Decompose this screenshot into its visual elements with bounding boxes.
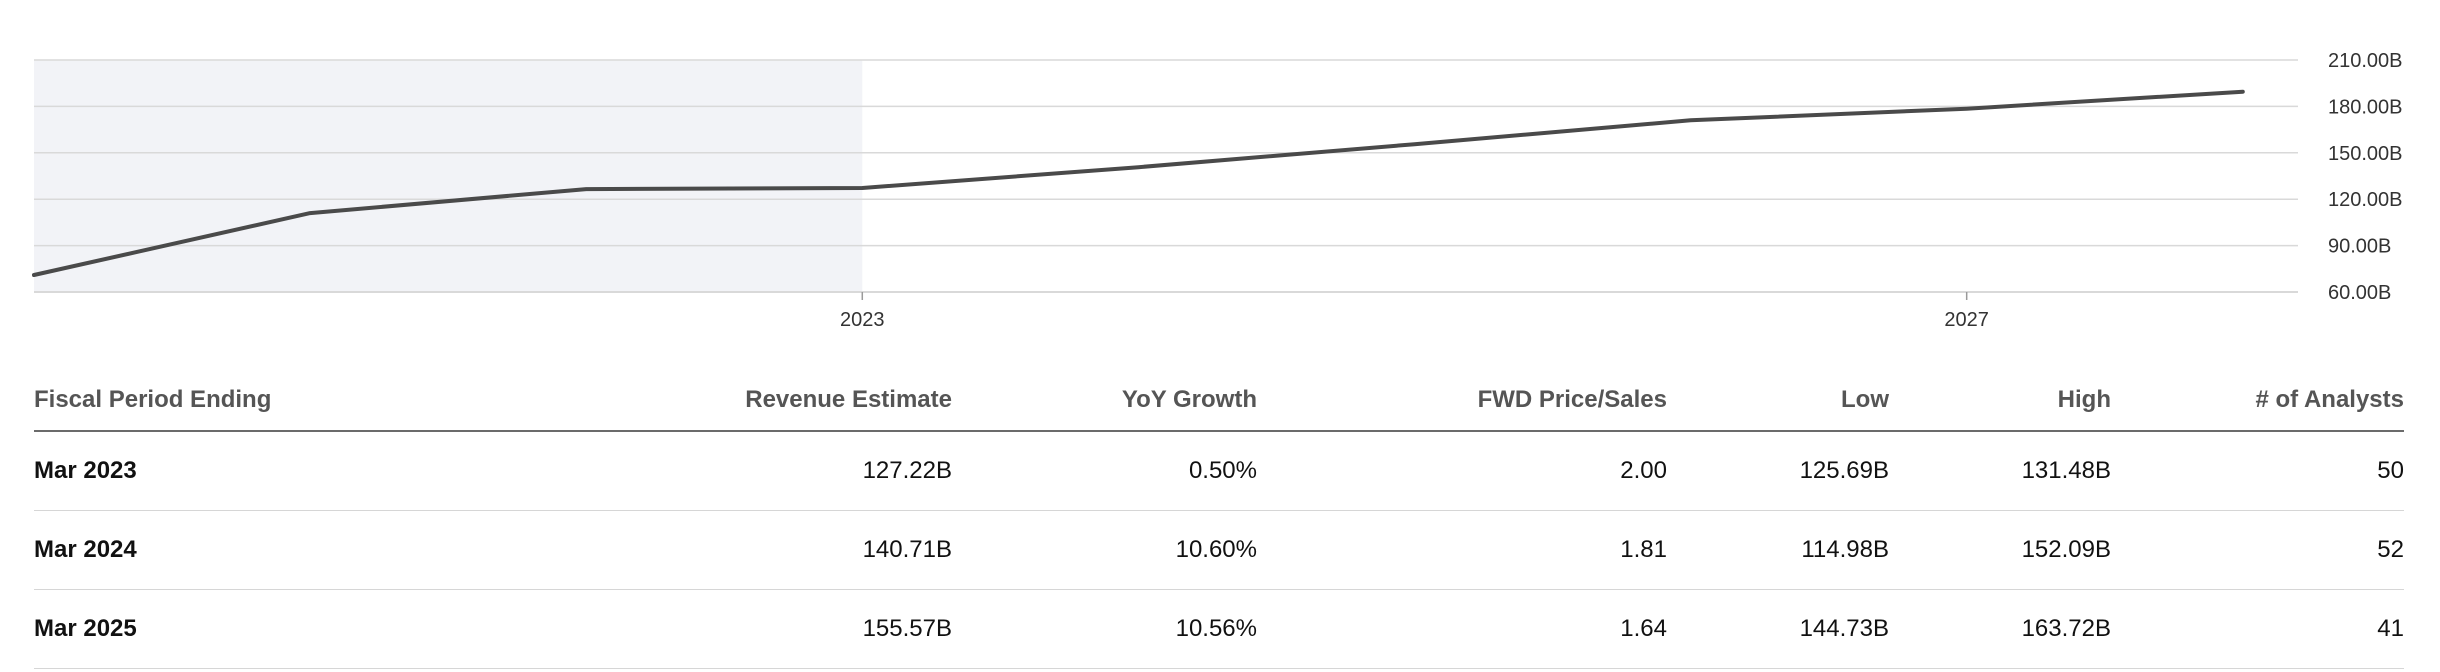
cell-analysts: 50 (2111, 431, 2404, 511)
grid-lines (34, 59, 2298, 293)
cell-yoy: 0.50% (952, 431, 1257, 511)
y-axis-ticks: 60.00B 90.00B 120.00B 150.00B 180.00B 210.00B (2328, 50, 2403, 304)
cell-high: 152.09B (1889, 510, 2111, 590)
header-num-analysts[interactable]: # of Analysts (2111, 370, 2404, 432)
cell-low: 114.98B (1667, 510, 1889, 590)
table-row: Mar 2025 155.57B 10.56% 1.64 144.73B 163… (34, 589, 2404, 669)
header-fiscal-period[interactable]: Fiscal Period Ending (34, 370, 454, 432)
header-yoy-growth[interactable]: YoY Growth (952, 370, 1257, 432)
cell-low: 125.69B (1667, 431, 1889, 511)
x-axis-ticks: 2023 2027 (840, 292, 1989, 331)
table-header-row: Fiscal Period Ending Revenue Estimate Yo… (34, 370, 2404, 432)
y-tick-label: 90.00B (2328, 236, 2391, 258)
y-tick-label: 180.00B (2328, 96, 2403, 118)
cell-analysts: 41 (2111, 589, 2404, 669)
table-row: Mar 2023 127.22B 0.50% 2.00 125.69B 131.… (34, 431, 2404, 511)
cell-analysts: 52 (2111, 510, 2404, 590)
header-fwd-price-sales[interactable]: FWD Price/Sales (1257, 370, 1667, 432)
historical-period-shade (34, 60, 863, 292)
cell-period: Mar 2024 (34, 510, 454, 590)
cell-fwd: 2.00 (1257, 431, 1667, 511)
cell-period: Mar 2023 (34, 431, 454, 511)
cell-fwd: 1.81 (1257, 510, 1667, 590)
cell-yoy: 10.60% (952, 510, 1257, 590)
y-tick-label: 120.00B (2328, 189, 2403, 211)
header-high[interactable]: High (1889, 370, 2111, 432)
cell-fwd: 1.64 (1257, 589, 1667, 669)
cell-high: 131.48B (1889, 431, 2111, 511)
y-tick-label: 150.00B (2328, 143, 2403, 165)
header-revenue-estimate[interactable]: Revenue Estimate (454, 370, 952, 432)
cell-revenue: 155.57B (454, 589, 952, 669)
cell-revenue: 140.71B (454, 510, 952, 590)
cell-high: 163.72B (1889, 589, 2111, 669)
cell-low: 144.73B (1667, 589, 1889, 669)
y-tick-label: 210.00B (2328, 50, 2403, 72)
cell-period: Mar 2025 (34, 589, 454, 669)
revenue-series-line (32, 89, 2245, 277)
table-row: Mar 2024 140.71B 10.60% 1.81 114.98B 152… (34, 510, 2404, 590)
header-low[interactable]: Low (1667, 370, 1889, 432)
revenue-estimate-chart: 2023 2027 60.00B 90.00B 120.00B 150.00B 180.0… (32, 50, 2403, 331)
cell-yoy: 10.56% (952, 589, 1257, 669)
y-tick-label: 60.00B (2328, 282, 2391, 304)
revenue-estimates-table: Fiscal Period Ending Revenue Estimate Yo… (34, 370, 2404, 669)
x-tick-label: 2027 (1944, 309, 1989, 331)
x-tick-label: 2023 (840, 309, 885, 331)
cell-revenue: 127.22B (454, 431, 952, 511)
